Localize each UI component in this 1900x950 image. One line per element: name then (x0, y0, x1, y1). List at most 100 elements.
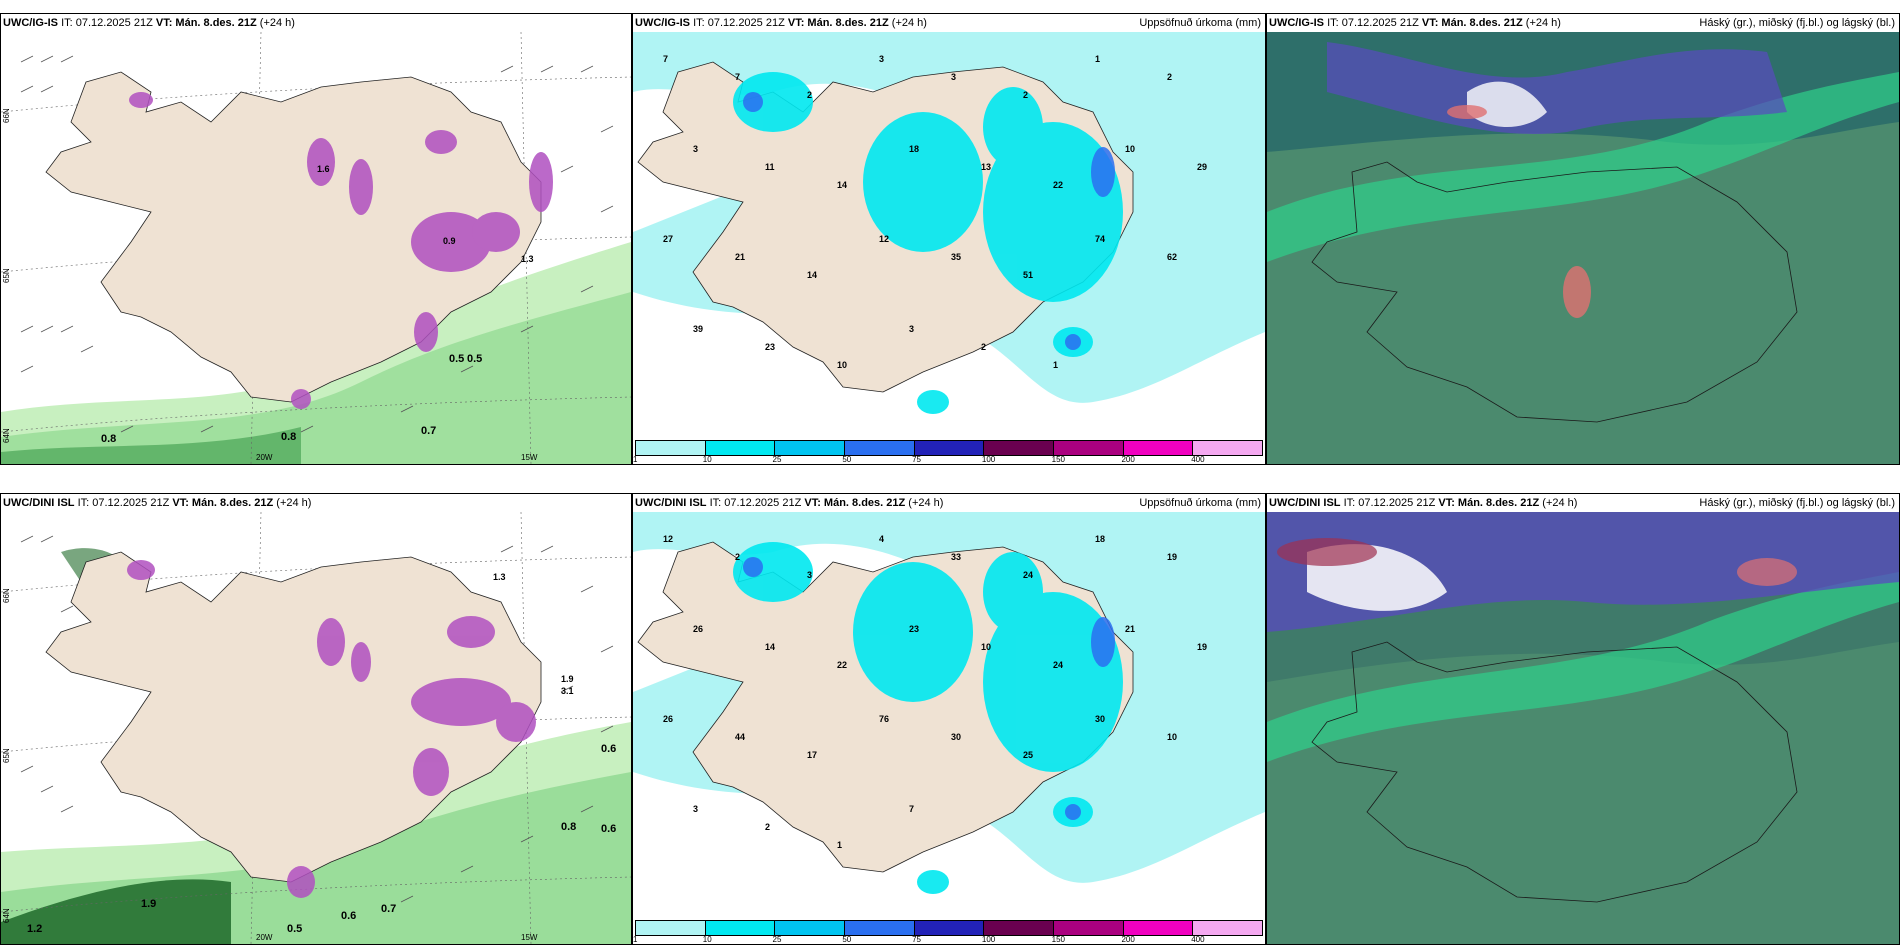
panel-header: UWC/IG-IS IT: 07.12.2025 21Z VT: Mán. 8.… (1267, 14, 1899, 32)
wind-value: 1.6 (317, 164, 330, 174)
wind-band (1, 879, 231, 944)
precip-value: 12 (663, 534, 673, 544)
colorbar-swatch (775, 921, 846, 935)
init-time: IT: 07.12.2025 21Z (1327, 17, 1419, 29)
colorbar-swatch (636, 441, 706, 455)
precip-value: 10 (1167, 732, 1177, 742)
init-time: IT: 07.12.2025 21Z (77, 497, 170, 509)
precip-title: Uppsöfnuð úrkoma (mm) (1139, 497, 1261, 509)
precip-value: 7 (909, 804, 914, 814)
precip-value: 26 (693, 624, 703, 634)
precip-value: 14 (837, 180, 847, 190)
precip-value: 21 (1125, 624, 1135, 634)
wind-value: 0.9 (443, 236, 456, 246)
cloud-panel-row1: UWC/IG-IS IT: 07.12.2025 21Z VT: Mán. 8.… (1266, 13, 1900, 465)
mid-cloud-band (1267, 72, 1899, 262)
precip-value: 3 (693, 144, 698, 154)
lead-time: (+24 h) (276, 497, 312, 509)
precip-value-labels: 1223433241819261422231024211926441776302… (663, 534, 1207, 850)
colorbar-swatch (705, 441, 776, 455)
precip-value: 2 (807, 90, 812, 100)
precip-value: 2 (1167, 72, 1172, 82)
precip-value: 24 (1053, 660, 1063, 670)
precip-value: 44 (735, 732, 745, 742)
precip-value: 18 (1095, 534, 1105, 544)
precip-value: 35 (951, 252, 961, 262)
valid-time: Mán. 8.des. 21Z (823, 497, 906, 509)
precip-blue (743, 92, 1115, 350)
colorbar-tick: 50 (842, 935, 852, 944)
valid-label: VT: (1421, 17, 1439, 29)
model-name: UWC/IG-IS (3, 17, 58, 29)
precip-value: 7 (735, 72, 740, 82)
wind-value: 1.3 (493, 572, 506, 582)
precip-value: 14 (765, 642, 775, 652)
wind-value: 0.8 (101, 433, 116, 445)
mid-cloud-band (1267, 572, 1899, 762)
init-time: IT: 07.12.2025 21Z (693, 17, 785, 29)
model-name: UWC/DINI ISL (635, 497, 707, 509)
iceland-land (45, 551, 542, 883)
lon-label: 15W (521, 933, 538, 942)
precip-panel-row1: UWC/IG-IS IT: 07.12.2025 21Z VT: Mán. 8.… (632, 13, 1266, 465)
colorbar-swatch (1054, 921, 1124, 935)
lon-label: 20W (256, 453, 273, 462)
colorbar-tick: 25 (772, 935, 782, 944)
colorbar-tick: 1 (633, 455, 638, 464)
colorbar-tick: 200 (1121, 935, 1135, 944)
precip-colorbar: 1 10 25 50 75 100 150 200 400 (633, 436, 1265, 464)
wind-value: 3.1 (561, 686, 574, 696)
colorbar-tick: 150 (1051, 935, 1066, 944)
wind-band (1, 427, 301, 464)
precip-value: 23 (765, 342, 775, 352)
wind-barbs (20, 55, 614, 433)
precip-blue (743, 557, 1115, 820)
precip-value: 3 (693, 804, 698, 814)
wind-value-labels: 0.6 0.6 1.9 0.5 0.6 0.7 0.8 1.2 1.3 1.9 … (27, 572, 616, 935)
precip-value: 23 (909, 624, 919, 634)
colorbar-tick: 10 (702, 935, 712, 944)
colorbar-swatch (1054, 441, 1124, 455)
precip-value: 14 (807, 270, 817, 280)
precip-value: 22 (1053, 180, 1063, 190)
colorbar-tick: 400 (1191, 455, 1205, 464)
wind-band (1, 292, 631, 464)
colorbar-tick: 400 (1191, 935, 1205, 944)
wind-map: 0.6 0.6 1.9 0.5 0.6 0.7 0.8 1.2 1.3 1.9 … (1, 512, 631, 944)
gust-areas (127, 560, 536, 898)
lead-time: (+24 h) (908, 497, 944, 509)
colorbar-swatch (914, 441, 985, 455)
valid-time: Mán. 8.des. 21Z (191, 497, 274, 509)
wind-panel-row2: UWC/DINI ISL IT: 07.12.2025 21Z VT: Mán.… (0, 493, 632, 945)
valid-label: VT: (1438, 497, 1455, 509)
wind-value: 0.5 (287, 923, 302, 935)
colorbar-tick: 1 (633, 935, 638, 944)
colorbar-swatch (775, 441, 846, 455)
precip-value: 2 (765, 822, 770, 832)
precip-colorbar: 1 10 25 50 75 100 150 200 400 (633, 916, 1265, 944)
precip-value: 1 (837, 840, 842, 850)
colorbar-swatch (914, 921, 985, 935)
cloud-map (1267, 512, 1899, 944)
iceland-outline (1311, 161, 1798, 423)
precip-value: 2 (981, 342, 986, 352)
panel-header: UWC/IG-IS IT: 07.12.2025 21Z VT: Mán. 8.… (633, 14, 1265, 32)
colorbar-swatch (845, 921, 915, 935)
precip-value: 33 (951, 552, 961, 562)
precip-hotspot (1277, 538, 1377, 566)
colorbar-swatch (1123, 921, 1194, 935)
precip-value: 1 (1053, 360, 1058, 370)
precip-value: 17 (807, 750, 817, 760)
colorbar-swatch (984, 441, 1055, 455)
valid-label: VT: (172, 497, 189, 509)
lead-time: (+24 h) (1542, 497, 1578, 509)
precip-value: 19 (1167, 552, 1177, 562)
colorbar-swatch (1193, 441, 1263, 455)
model-name: UWC/IG-IS (635, 17, 690, 29)
model-name: UWC/DINI ISL (3, 497, 75, 509)
lead-time: (+24 h) (259, 17, 295, 29)
lon-label: 20W (256, 933, 273, 942)
precip-value: 29 (1197, 162, 1207, 172)
colorbar-tick: 10 (702, 455, 712, 464)
wind-value: 0.7 (381, 903, 396, 915)
